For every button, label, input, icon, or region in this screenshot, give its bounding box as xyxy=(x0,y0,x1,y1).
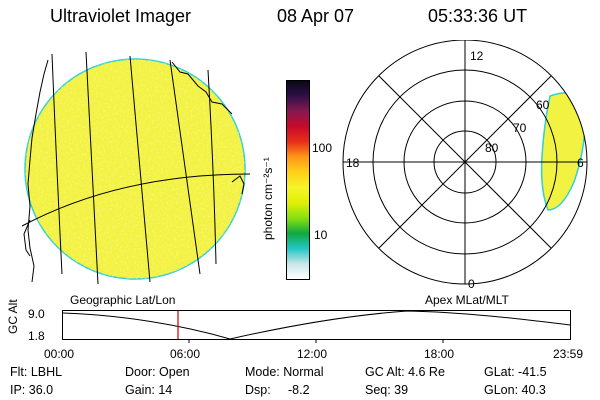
coastlines xyxy=(23,59,245,283)
altitude-curve xyxy=(62,310,571,340)
timeline-xtick-1200: 12:00 xyxy=(297,347,328,361)
timeline-xtick-1800: 18:00 xyxy=(424,347,455,361)
mlt-label-0: 0 xyxy=(468,277,475,291)
colorbar-tick-10: 10 xyxy=(314,228,328,242)
latitude-line xyxy=(21,173,251,227)
timeline-xtick-2359: 23:59 xyxy=(553,347,584,361)
timeline-ytick-high: 9.0 xyxy=(28,307,45,321)
date-label: 08 Apr 07 xyxy=(277,6,355,26)
mlat-label-60: 60 xyxy=(536,98,550,112)
colorbar-unit-label: photon cm⁻²s⁻¹ xyxy=(261,157,275,240)
mlat-label-80: 80 xyxy=(485,141,499,155)
ip-info: IP: 36.0 xyxy=(10,383,54,397)
door-info: Door: Open xyxy=(125,365,190,379)
glat-info: GLat: -41.5 xyxy=(484,365,547,379)
timeline-ytick-low: 1.8 xyxy=(28,329,45,343)
altitude-timeline xyxy=(62,310,571,343)
seq-info: Seq: 39 xyxy=(365,383,409,397)
longitude-lines xyxy=(51,51,217,285)
geo-panel-label: Geographic Lat/Lon xyxy=(70,293,176,307)
polar-mlt-plot: 12 18 6 0 80 70 60 xyxy=(342,40,588,291)
emission-texture xyxy=(25,59,245,279)
glon-info: GLon: 40.3 xyxy=(484,383,546,397)
dsp-label: Dsp: xyxy=(245,383,271,397)
geographic-image xyxy=(21,51,251,285)
timeline-axis-label: GC Alt xyxy=(6,299,20,334)
polar-panel-label: Apex MLat/MLT xyxy=(425,293,509,307)
mlt-label-18: 18 xyxy=(346,156,360,170)
mlt-label-12: 12 xyxy=(470,49,484,63)
polar-grid xyxy=(342,40,588,285)
time-label: 05:33:36 UT xyxy=(428,6,528,26)
gain-info: Gain: 14 xyxy=(125,383,173,397)
instrument-title: Ultraviolet Imager xyxy=(50,6,192,26)
colorbar xyxy=(286,80,310,280)
gc-alt-info: GC Alt: 4.6 Re xyxy=(365,365,445,379)
timeline-xtick-0000: 00:00 xyxy=(44,347,75,361)
mlt-label-6: 6 xyxy=(577,156,584,170)
colorbar-gradient xyxy=(287,81,309,279)
colorbar-tick-100: 100 xyxy=(312,141,333,155)
dsp-value: -8.2 xyxy=(288,383,310,397)
mlat-label-70: 70 xyxy=(513,121,527,135)
timeline-xtick-0600: 06:00 xyxy=(170,347,201,361)
mode-info: Mode: Normal xyxy=(245,365,324,379)
filter-info: Flt: LBHL xyxy=(10,365,63,379)
